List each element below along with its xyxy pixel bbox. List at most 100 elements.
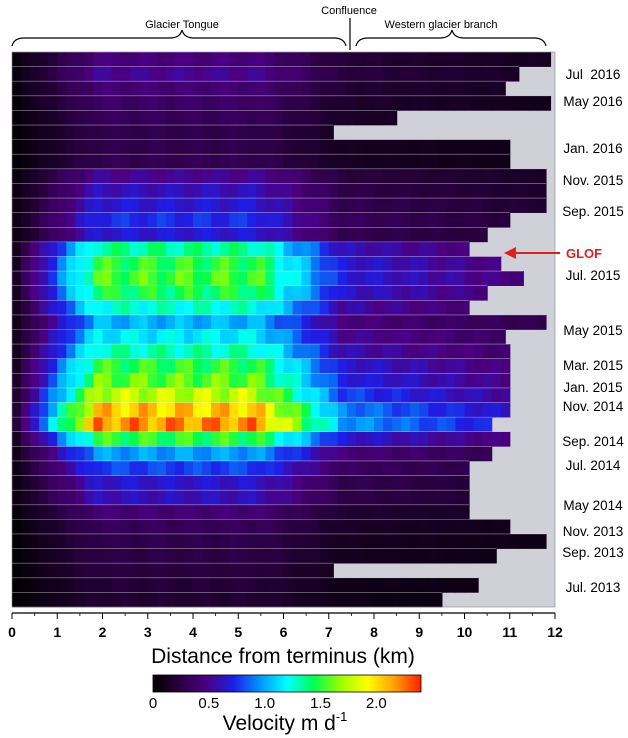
heatmap-cell bbox=[193, 212, 203, 228]
heatmap-cell bbox=[30, 358, 40, 374]
heatmap-cell bbox=[473, 329, 484, 345]
heatmap-cell bbox=[301, 241, 312, 257]
heatmap-cell bbox=[446, 183, 457, 199]
heatmap-cell bbox=[66, 460, 76, 476]
heatmap-cell bbox=[229, 402, 239, 418]
heatmap-cell bbox=[220, 154, 230, 170]
heatmap-cell bbox=[346, 373, 357, 389]
heatmap-cell bbox=[283, 475, 294, 491]
heatmap-cell bbox=[93, 417, 104, 433]
heatmap-cell bbox=[491, 431, 502, 447]
heatmap-cell bbox=[174, 475, 185, 491]
heatmap-cell bbox=[473, 548, 484, 564]
heatmap-cell bbox=[66, 198, 76, 213]
heatmap-cell bbox=[455, 183, 466, 199]
heatmap-cell bbox=[75, 183, 85, 199]
heatmap-cell bbox=[256, 446, 266, 462]
heatmap-cell bbox=[48, 417, 58, 433]
heatmap-cell bbox=[21, 490, 31, 506]
heatmap-cell bbox=[247, 52, 257, 67]
heatmap-cell bbox=[147, 125, 158, 140]
heatmap-cell bbox=[165, 387, 176, 403]
heatmap-cell bbox=[147, 52, 158, 67]
heatmap-cell bbox=[66, 431, 76, 447]
heatmap-cell bbox=[129, 417, 140, 433]
heatmap-cell bbox=[202, 227, 212, 243]
heatmap-cell bbox=[319, 563, 330, 579]
heatmap-cell bbox=[156, 168, 167, 184]
heatmap-cell bbox=[229, 358, 239, 374]
heatmap-cell bbox=[328, 387, 339, 403]
heatmap-cell bbox=[39, 198, 49, 213]
heatmap-cell bbox=[292, 563, 303, 579]
heatmap-cell bbox=[138, 256, 149, 272]
heatmap-cell bbox=[57, 139, 67, 155]
heatmap-cell bbox=[183, 417, 194, 433]
heatmap-cell bbox=[229, 300, 239, 316]
heatmap-cell bbox=[238, 139, 248, 155]
heatmap-cell bbox=[111, 446, 122, 462]
heatmap-cell bbox=[138, 519, 149, 535]
heatmap-cell bbox=[337, 271, 348, 286]
heatmap-cell bbox=[355, 183, 366, 199]
heatmap-cell bbox=[346, 81, 357, 97]
row-date-label: Jul. 2015 bbox=[566, 268, 621, 283]
heatmap-cell bbox=[455, 52, 466, 67]
heatmap-cell bbox=[211, 402, 221, 418]
heatmap-cell bbox=[374, 154, 384, 170]
heatmap-cell bbox=[346, 110, 357, 126]
heatmap-cell bbox=[220, 66, 230, 82]
heatmap-cell bbox=[21, 577, 31, 593]
heatmap-cell bbox=[346, 241, 357, 257]
heatmap-cell bbox=[319, 533, 330, 549]
heatmap-cell bbox=[337, 52, 348, 67]
heatmap-cell bbox=[274, 52, 285, 67]
heatmap-cell bbox=[138, 212, 149, 228]
heatmap-cell bbox=[346, 533, 357, 549]
heatmap-cell bbox=[473, 183, 484, 199]
heatmap-cell bbox=[12, 592, 22, 608]
heatmap-cell bbox=[446, 241, 457, 257]
heatmap-cell bbox=[156, 344, 167, 360]
heatmap-cell bbox=[428, 256, 438, 272]
heatmap-cell bbox=[446, 271, 457, 286]
heatmap-cell bbox=[48, 475, 58, 491]
heatmap-row bbox=[12, 95, 552, 111]
heatmap-cell bbox=[220, 563, 230, 579]
heatmap-cell bbox=[419, 139, 429, 155]
heatmap-cell bbox=[328, 198, 339, 213]
heatmap-cell bbox=[274, 358, 285, 374]
row-date-label: Mar. 2015 bbox=[563, 358, 623, 373]
heatmap-cell bbox=[383, 81, 393, 97]
heatmap-cell bbox=[283, 417, 294, 433]
heatmap-cell bbox=[66, 548, 76, 564]
heatmap-cell bbox=[364, 417, 375, 433]
heatmap-cell bbox=[265, 592, 276, 608]
heatmap-cell bbox=[102, 519, 113, 535]
heatmap-cell bbox=[238, 66, 248, 82]
heatmap-cell bbox=[319, 548, 330, 564]
heatmap-cell bbox=[464, 329, 475, 345]
heatmap-cell bbox=[30, 125, 40, 140]
heatmap-cell bbox=[183, 387, 194, 403]
heatmap-cell bbox=[292, 373, 303, 389]
heatmap-cell bbox=[292, 417, 303, 433]
heatmap-cell bbox=[446, 387, 457, 403]
heatmap-cell bbox=[527, 95, 538, 111]
colorbar-scale bbox=[152, 674, 422, 693]
heatmap-cell bbox=[193, 66, 203, 82]
heatmap-cell bbox=[328, 475, 339, 491]
heatmap-cell bbox=[238, 285, 248, 301]
heatmap-cell bbox=[30, 168, 40, 184]
heatmap-cell bbox=[419, 504, 429, 520]
heatmap-cell bbox=[93, 183, 104, 199]
heatmap-cell bbox=[30, 490, 40, 506]
heatmap-cell bbox=[401, 256, 411, 272]
heatmap-cell bbox=[292, 490, 303, 506]
heatmap-cell bbox=[57, 519, 67, 535]
colorbar-tick-label: 1.5 bbox=[310, 695, 331, 712]
heatmap-cell bbox=[202, 256, 212, 272]
heatmap-cell bbox=[355, 431, 366, 447]
heatmap-cell bbox=[120, 314, 131, 330]
heatmap-cell bbox=[165, 125, 176, 140]
